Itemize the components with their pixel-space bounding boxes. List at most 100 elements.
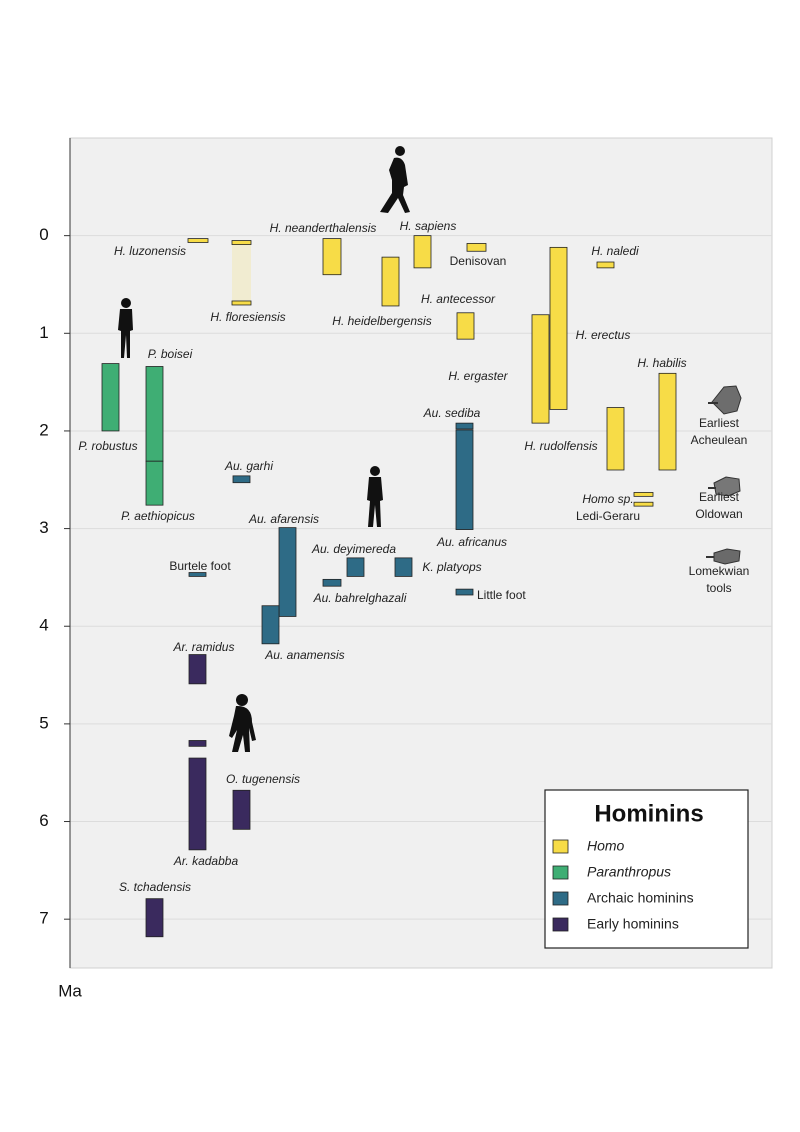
species-label: Ledi-Geraru bbox=[576, 509, 640, 523]
legend-swatch bbox=[552, 917, 569, 932]
range-bar bbox=[466, 243, 487, 252]
tool-label: tools bbox=[706, 581, 731, 595]
y-tick-label: 1 bbox=[39, 323, 48, 342]
range-bar bbox=[322, 238, 342, 276]
range-bar bbox=[187, 238, 209, 243]
range-bar bbox=[261, 605, 280, 645]
range-span bbox=[232, 240, 251, 305]
tool-icon-oldowan bbox=[708, 476, 741, 497]
species-label: Au. deyimereda bbox=[311, 542, 396, 556]
species-label: Homo sp. bbox=[582, 492, 633, 506]
y-tick-label: 0 bbox=[39, 225, 48, 244]
legend-label: Early hominins bbox=[587, 916, 679, 932]
tool-label: Acheulean bbox=[691, 433, 748, 447]
species-label: Burtele foot bbox=[169, 559, 231, 573]
range-cap bbox=[231, 300, 252, 306]
legend-swatch bbox=[552, 865, 569, 880]
range-bar bbox=[278, 527, 297, 617]
y-tick-label: 4 bbox=[39, 616, 48, 635]
y-tick-label: 3 bbox=[39, 518, 48, 537]
range-bar bbox=[549, 246, 568, 410]
species-label: Au. afarensis bbox=[248, 512, 319, 526]
legend-label: Archaic hominins bbox=[587, 890, 694, 906]
species-label: H. erectus bbox=[576, 328, 631, 342]
range-bar bbox=[394, 557, 413, 577]
range-bar bbox=[413, 235, 432, 269]
species-label: Au. garhi bbox=[224, 459, 273, 473]
tool-icon-lomekwian bbox=[706, 548, 741, 565]
range-bar bbox=[531, 314, 550, 424]
species-label: H. luzonensis bbox=[114, 244, 186, 258]
species-label: P. boisei bbox=[148, 347, 193, 361]
y-tick-label: 6 bbox=[39, 811, 48, 830]
legend-swatch bbox=[552, 891, 569, 906]
species-label: H. heidelbergensis bbox=[332, 314, 431, 328]
species-label: Au. anamensis bbox=[264, 648, 344, 662]
species-label: P. aethiopicus bbox=[121, 509, 195, 523]
legend-label: Paranthropus bbox=[587, 864, 671, 880]
species-label: Au. bahrelghazali bbox=[313, 591, 407, 605]
range-bar bbox=[455, 422, 474, 430]
species-label: H. neanderthalensis bbox=[270, 221, 377, 235]
species-label: H. ergaster bbox=[448, 369, 508, 383]
species-label: P. robustus bbox=[78, 439, 137, 453]
range-bar bbox=[455, 588, 474, 596]
legend-box bbox=[544, 789, 749, 949]
species-label: Au. sediba bbox=[423, 406, 481, 420]
species-label: S. tchadensis bbox=[119, 880, 191, 894]
tool-icon-acheulean bbox=[708, 385, 742, 415]
legend-swatch bbox=[552, 839, 569, 854]
species-label: H. habilis bbox=[637, 356, 686, 370]
range-bar bbox=[322, 578, 342, 587]
silhouette-human-walking bbox=[380, 146, 410, 213]
species-label: H. sapiens bbox=[400, 219, 457, 233]
range-bar bbox=[145, 460, 164, 506]
range-bar bbox=[188, 757, 207, 851]
species-label: H. antecessor bbox=[421, 292, 496, 306]
range-bar bbox=[381, 256, 400, 307]
species-label: H. naledi bbox=[591, 244, 639, 258]
range-bar bbox=[633, 492, 654, 497]
silhouette-robust bbox=[118, 298, 133, 358]
species-label: Ar. kadabba bbox=[173, 854, 239, 868]
species-label: K. platyops bbox=[422, 560, 481, 574]
species-label: O. tugenensis bbox=[226, 772, 300, 786]
legend-label: Homo bbox=[587, 838, 625, 854]
silhouette-australopith bbox=[367, 466, 383, 527]
y-tick-label: 5 bbox=[39, 713, 48, 732]
tool-label: Lomekwian bbox=[689, 564, 750, 578]
range-cap bbox=[231, 240, 252, 245]
y-tick-label: 2 bbox=[39, 420, 48, 439]
range-bar bbox=[232, 789, 251, 830]
range-bar bbox=[633, 501, 654, 507]
range-bar bbox=[188, 572, 207, 577]
species-label: Au. africanus bbox=[436, 535, 507, 549]
range-bar bbox=[658, 372, 677, 471]
range-bar bbox=[596, 261, 615, 269]
species-label: Ar. ramidus bbox=[173, 640, 235, 654]
range-bar bbox=[232, 475, 251, 484]
species-label: H. rudolfensis bbox=[524, 439, 597, 453]
tool-label: Oldowan bbox=[695, 507, 742, 521]
range-bar bbox=[346, 557, 365, 577]
range-bar bbox=[606, 407, 625, 471]
species-label: Little foot bbox=[477, 588, 526, 602]
range-bar bbox=[145, 366, 164, 462]
tool-label: Earliest bbox=[699, 490, 740, 504]
range-bar bbox=[145, 898, 164, 938]
legend-title: Hominins bbox=[594, 800, 703, 827]
range-bar bbox=[455, 429, 474, 530]
range-bar bbox=[188, 654, 207, 685]
species-label: Denisovan bbox=[450, 254, 507, 268]
y-axis-label: Ma bbox=[58, 981, 82, 1000]
tool-label: Earliest bbox=[699, 416, 740, 430]
marks: H. luzonensis H. floresiensis H. neanderth… bbox=[78, 219, 750, 938]
y-tick-label: 7 bbox=[39, 909, 48, 928]
species-label: H. floresiensis bbox=[210, 310, 285, 324]
silhouette-early bbox=[229, 694, 256, 752]
range-bar bbox=[188, 740, 207, 747]
legend-items: Homo Paranthropus Archaic hominins Early ho… bbox=[552, 838, 694, 932]
legend: Hominins Homo Paranthropus Archaic hominin… bbox=[544, 789, 749, 949]
range-bar bbox=[101, 363, 120, 432]
